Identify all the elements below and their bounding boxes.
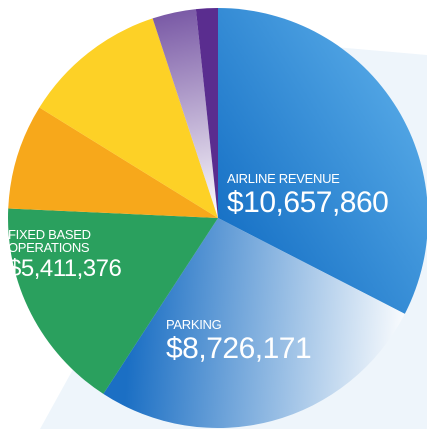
pie-slice: [218, 8, 427, 314]
pie-slice: [7, 208, 218, 394]
slices: [7, 8, 427, 428]
slice-name: FIXED BASED OPERATIONS: [8, 227, 91, 255]
slice-value: $5,411,376: [8, 255, 122, 282]
pie-slice: [103, 218, 405, 428]
slice-value: $8,726,171: [166, 332, 312, 365]
pie-slice: [8, 107, 219, 218]
slice-label: AIRLINE REVENUE $10,657,860: [227, 171, 389, 219]
slice-label: PARKING $8,726,171: [166, 317, 312, 365]
pie-slice: [195, 8, 218, 218]
slice-name: PARKING: [166, 317, 222, 332]
pie-slice: [152, 9, 218, 218]
pie-slice: [39, 18, 218, 219]
slice-name: AIRLINE REVENUE: [227, 171, 340, 186]
slice-value: $10,657,860: [227, 186, 389, 219]
slice-label: FIXED BASED OPERATIONS $5,411,376: [8, 227, 122, 282]
